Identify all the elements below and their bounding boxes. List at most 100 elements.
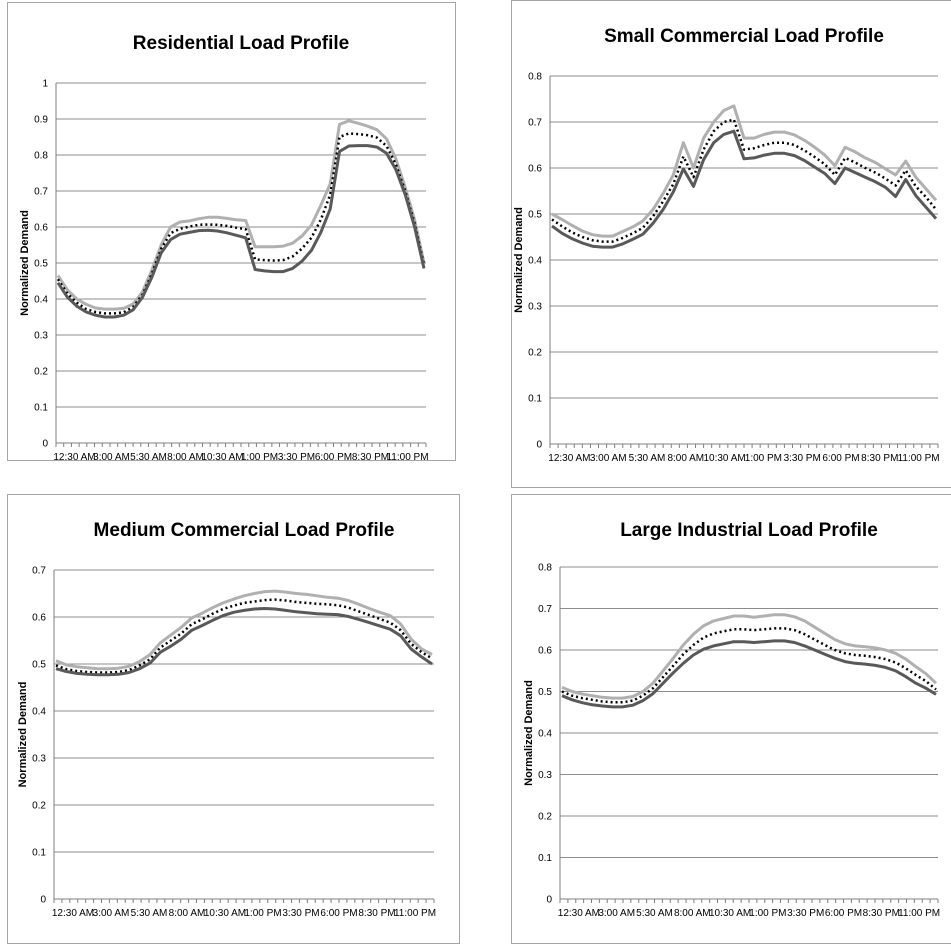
x-tick-label: 8:00 AM <box>167 452 204 461</box>
y-tick-label: 0.5 <box>34 259 48 270</box>
y-tick-label: 0 <box>536 440 542 451</box>
series-line-1 <box>561 627 937 704</box>
y-axis-label: Normalized Demand <box>19 210 31 316</box>
y-tick-label: 0.4 <box>34 295 48 306</box>
y-tick-label: 0.5 <box>538 687 552 698</box>
x-tick-label: 5:30 AM <box>131 908 168 919</box>
chart-svg: Large Industrial Load Profile Normalized … <box>523 520 940 919</box>
y-tick-label: 0.7 <box>528 118 542 129</box>
x-tick-label: 3:30 PM <box>282 908 319 919</box>
y-tick-label: 0.2 <box>32 801 46 812</box>
x-tick-label: 1:00 PM <box>745 453 782 464</box>
chart-svg: Small Commercial Load Profile Normalized … <box>513 26 940 464</box>
x-tick-label: 8:30 PM <box>861 453 898 464</box>
medium-commercial-chart-panel: Medium Commercial Load Profile Normalized… <box>7 494 460 944</box>
x-tick-label: 5:30 AM <box>629 453 666 464</box>
x-tick-label: 12:30 AM <box>558 908 600 919</box>
y-tick-label: 0.3 <box>32 754 46 765</box>
y-tick-label: 0.7 <box>32 566 46 577</box>
x-tick-label: 11:00 PM <box>394 908 436 919</box>
x-tick-label: 6:00 PM <box>825 908 862 919</box>
x-tick-label: 3:00 AM <box>93 908 130 919</box>
x-tick-label: 10:30 AM <box>709 908 751 919</box>
x-tick-label: 8:00 AM <box>667 453 704 464</box>
chart-title: Residential Load Profile <box>133 33 349 54</box>
x-tick-label: 3:00 AM <box>590 453 627 464</box>
x-tick-label: 12:30 AM <box>548 453 590 464</box>
y-tick-label: 0.8 <box>528 72 542 83</box>
y-tick-label: 0.2 <box>538 812 552 823</box>
x-tick-label: 10:30 AM <box>201 452 243 461</box>
y-tick-label: 0.6 <box>528 164 542 175</box>
x-tick-label: 1:00 PM <box>241 452 278 461</box>
x-tick-label: 8:30 PM <box>358 908 395 919</box>
y-tick-label: 0.8 <box>538 563 552 574</box>
series-line-2 <box>55 607 433 677</box>
x-tick-label: 8:00 AM <box>674 908 711 919</box>
y-tick-label: 0.1 <box>538 853 552 864</box>
chart-svg: Medium Commercial Load Profile Normalized… <box>17 520 436 919</box>
y-tick-label: 0.4 <box>538 729 552 740</box>
y-axis-label: Normalized Demand <box>17 682 29 788</box>
y-tick-label: 0.3 <box>538 770 552 781</box>
y-tick-label: 0 <box>546 895 552 906</box>
y-tick-label: 0.3 <box>34 331 48 342</box>
y-tick-label: 1 <box>42 79 48 90</box>
x-tick-label: 1:00 PM <box>749 908 786 919</box>
series-line-2 <box>551 129 938 249</box>
y-tick-label: 0.6 <box>538 646 552 657</box>
x-tick-label: 8:30 PM <box>352 452 389 461</box>
x-tick-label: 6:00 PM <box>822 453 859 464</box>
y-tick-label: 0.5 <box>32 660 46 671</box>
x-tick-label: 3:00 AM <box>93 452 130 461</box>
series-line-2 <box>56 144 426 319</box>
chart-title: Medium Commercial Load Profile <box>94 520 395 541</box>
y-tick-label: 0.1 <box>528 394 542 405</box>
y-tick-label: 0.2 <box>34 367 48 378</box>
x-tick-label: 11:00 PM <box>898 453 940 464</box>
y-tick-label: 0.9 <box>34 115 48 126</box>
series-line-0 <box>56 119 426 311</box>
y-tick-label: 0.1 <box>32 848 46 859</box>
y-tick-label: 0.5 <box>528 210 542 221</box>
x-tick-label: 8:00 AM <box>169 908 206 919</box>
large-industrial-chart-panel: Large Industrial Load Profile Normalized … <box>511 494 951 944</box>
y-tick-label: 0 <box>42 439 48 450</box>
y-tick-label: 0.7 <box>34 187 48 198</box>
x-tick-label: 3:30 PM <box>787 908 824 919</box>
series-line-1 <box>56 132 426 315</box>
y-tick-label: 0.3 <box>528 302 542 313</box>
y-tick-label: 0.2 <box>528 348 542 359</box>
x-tick-label: 5:30 AM <box>130 452 167 461</box>
series-line-0 <box>55 589 433 671</box>
series-line-2 <box>561 639 937 709</box>
x-tick-label: 1:00 PM <box>244 908 281 919</box>
y-axis-label: Normalized Demand <box>523 680 535 786</box>
series-line-1 <box>551 118 937 243</box>
x-tick-label: 11:00 PM <box>898 908 940 919</box>
x-tick-label: 12:30 AM <box>52 908 94 919</box>
x-tick-label: 3:30 PM <box>278 452 315 461</box>
y-tick-label: 0.6 <box>32 613 46 624</box>
x-tick-label: 10:30 AM <box>204 908 246 919</box>
x-tick-label: 3:30 PM <box>784 453 821 464</box>
x-tick-label: 6:00 PM <box>315 452 352 461</box>
chart-title: Large Industrial Load Profile <box>620 520 878 541</box>
small-commercial-chart-panel: Small Commercial Load Profile Normalized … <box>511 0 951 488</box>
y-tick-label: 0.7 <box>538 604 552 615</box>
chart-svg: Residential Load Profile Normalized Deman… <box>19 33 429 461</box>
x-tick-label: 3:00 AM <box>598 908 635 919</box>
series-line-0 <box>551 104 938 238</box>
y-tick-label: 0.1 <box>34 403 48 414</box>
x-tick-label: 8:30 PM <box>863 908 900 919</box>
x-tick-label: 11:00 PM <box>386 452 428 461</box>
y-tick-label: 0 <box>40 895 46 906</box>
y-tick-label: 0.4 <box>528 256 542 267</box>
y-tick-label: 0.8 <box>34 151 48 162</box>
series-line-1 <box>55 598 433 674</box>
series-line-0 <box>561 613 938 700</box>
y-axis-label: Normalized Demand <box>513 207 525 313</box>
x-tick-label: 5:30 AM <box>636 908 673 919</box>
x-tick-label: 6:00 PM <box>320 908 357 919</box>
chart-title: Small Commercial Load Profile <box>604 26 884 47</box>
